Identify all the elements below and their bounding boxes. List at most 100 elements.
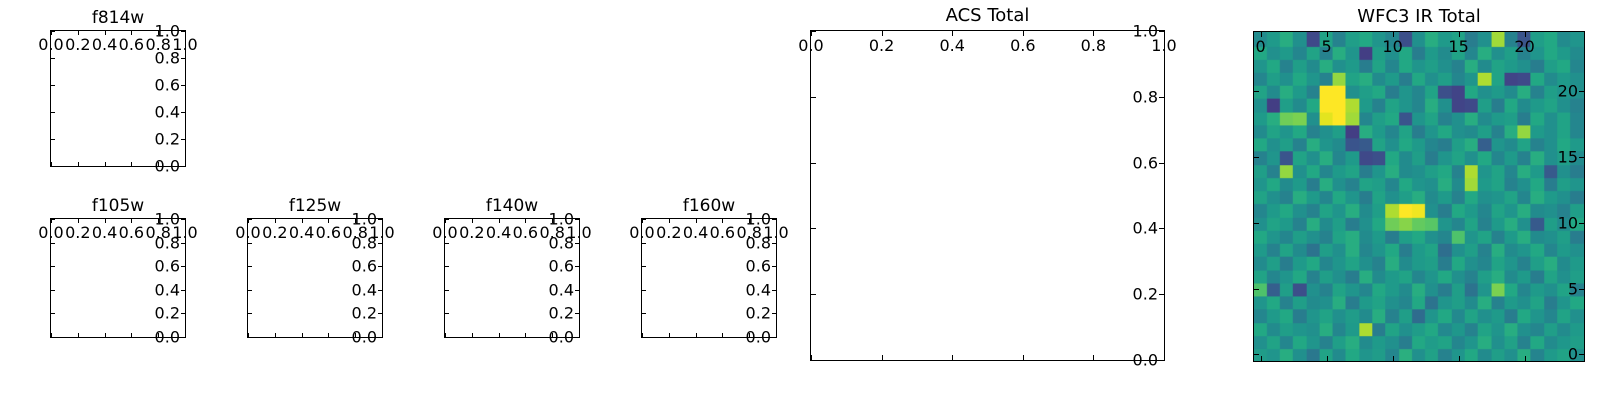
x-tick-label: 0.0 [38, 223, 64, 242]
y-tick-mark [1254, 91, 1259, 93]
y-tick-mark [1579, 91, 1584, 93]
y-tick-mark [248, 219, 252, 220]
x-tick-mark [158, 31, 160, 35]
y-tick-mark [1579, 288, 1584, 290]
subplot-title-f105w: f105w [91, 196, 145, 216]
y-tick-mark [811, 162, 816, 164]
x-tick-mark [695, 333, 697, 337]
y-tick-mark [772, 266, 776, 268]
x-tick-mark [668, 333, 670, 337]
x-tick-label: 0.8 [736, 223, 762, 242]
x-tick-label: 1.0 [172, 223, 198, 242]
x-tick-mark [525, 333, 527, 337]
y-tick-mark [181, 313, 185, 315]
x-tick-mark [1022, 355, 1024, 360]
x-tick-mark [1326, 356, 1328, 361]
y-tick-label: 0.6 [1132, 153, 1158, 173]
y-tick-label: 0.6 [351, 256, 377, 276]
x-tick-label: 0.4 [485, 223, 512, 242]
x-tick-mark [1164, 31, 1165, 36]
y-tick-label: 0.6 [548, 256, 574, 276]
subplot-title-f814w: f814w [91, 8, 145, 28]
y-tick-mark [642, 337, 646, 338]
y-tick-mark [248, 289, 252, 291]
y-tick-mark [51, 58, 55, 59]
x-tick-label: 0.8 [539, 223, 565, 242]
x-tick-mark [471, 219, 473, 223]
x-tick-mark [1392, 32, 1394, 37]
x-tick-mark [131, 31, 133, 35]
x-tick-mark [1260, 32, 1262, 37]
x-tick-mark [185, 31, 186, 35]
y-tick-mark [772, 289, 776, 291]
y-tick-mark [1579, 354, 1584, 356]
y-tick-mark [772, 313, 776, 315]
x-tick-mark [131, 219, 133, 223]
x-tick-mark [445, 333, 446, 337]
subplot-title-f140w: f140w [485, 196, 539, 216]
y-tick-label: 0.8 [154, 233, 180, 253]
x-tick-label: 0.6 [1010, 36, 1036, 55]
y-tick-mark [181, 219, 185, 220]
y-tick-label: 1.0 [154, 21, 180, 41]
x-tick-label: 1.0 [566, 223, 592, 242]
y-tick-mark [811, 360, 816, 361]
x-tick-mark [185, 333, 186, 337]
y-tick-label: 0.2 [548, 303, 574, 323]
y-tick-mark [181, 166, 185, 167]
y-tick-mark [181, 58, 185, 59]
x-tick-mark [811, 355, 812, 360]
x-tick-label: 0.4 [288, 223, 315, 242]
y-tick-mark [181, 266, 185, 268]
y-tick-mark [181, 242, 185, 244]
y-tick-mark [575, 289, 579, 291]
x-tick-mark [104, 333, 106, 337]
x-tick-label: 0.2 [65, 223, 91, 242]
y-tick-mark [1159, 228, 1164, 230]
y-tick-mark [378, 266, 382, 268]
y-tick-label: 0.6 [154, 256, 180, 276]
x-tick-mark [382, 333, 383, 337]
x-tick-mark [51, 333, 52, 337]
y-tick-label: 0.0 [351, 327, 377, 347]
x-tick-mark [131, 333, 133, 337]
y-tick-label: 0.8 [1132, 87, 1158, 107]
y-tick-mark [445, 242, 449, 244]
y-tick-mark [642, 313, 646, 315]
subplot-title-wfc3-ir-total: WFC3 IR Total [1357, 6, 1481, 27]
y-tick-label: 10 [1557, 213, 1578, 233]
x-tick-label: 20 [1514, 37, 1535, 56]
y-tick-mark [378, 289, 382, 291]
x-tick-mark [952, 355, 954, 360]
y-tick-label: 0.2 [154, 129, 180, 149]
y-tick-mark [575, 242, 579, 244]
x-tick-mark [1260, 356, 1262, 361]
y-tick-label: 1.0 [1132, 21, 1158, 41]
x-tick-mark [642, 333, 643, 337]
x-tick-label: 1.0 [172, 35, 198, 54]
y-tick-mark [51, 242, 55, 244]
y-tick-label: 1.0 [548, 209, 574, 229]
x-tick-mark [722, 219, 724, 223]
x-tick-mark [355, 219, 357, 223]
y-tick-mark [1159, 294, 1164, 296]
x-tick-label: 1.0 [1151, 36, 1177, 55]
y-tick-mark [248, 266, 252, 268]
y-tick-mark [378, 337, 382, 338]
y-tick-label: 0.2 [1132, 284, 1158, 304]
y-tick-mark [1254, 354, 1259, 356]
y-tick-mark [575, 337, 579, 338]
x-tick-mark [77, 162, 79, 166]
subplot-title-acs-total: ACS Total [945, 5, 1030, 26]
x-tick-label: 0.2 [868, 36, 895, 55]
subplot-title-f125w: f125w [288, 196, 342, 216]
x-tick-mark [77, 31, 79, 35]
x-tick-mark [776, 219, 777, 223]
x-tick-label: 15 [1448, 37, 1469, 56]
x-tick-mark [498, 333, 500, 337]
x-tick-label: 0.6 [118, 223, 145, 242]
x-tick-label: 0.0 [38, 35, 64, 54]
y-tick-label: 1.0 [351, 209, 377, 229]
y-tick-label: 0.4 [745, 280, 771, 300]
